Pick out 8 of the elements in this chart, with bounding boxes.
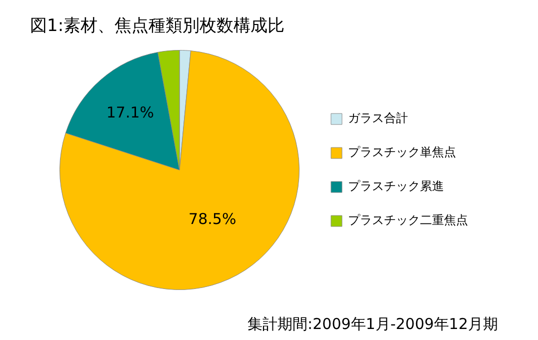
text: 集計期間:2009年1月-2009年12月期: [248, 315, 498, 334]
data-label: 78.5%: [188, 210, 236, 228]
legend-label: プラスチック累進: [348, 179, 444, 194]
chart-title: 図1:素材、焦点種類別枚数構成比: [30, 15, 285, 37]
legend-label: ガラス合計: [348, 111, 408, 126]
legend-label: プラスチック二重焦点: [348, 213, 468, 228]
data-label: 17.1%: [106, 104, 154, 122]
legend-label: プラスチック単焦点: [348, 145, 456, 160]
